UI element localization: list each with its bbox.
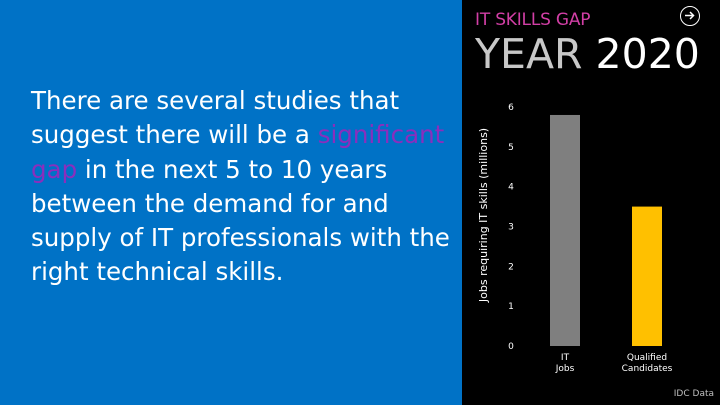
body-text-after: in the next 5 to 10 years between the de… (31, 154, 450, 287)
bar-qualified-candidates (632, 206, 662, 346)
bar-it-jobs (550, 114, 580, 346)
y-tick-label: 4 (508, 183, 514, 193)
left-panel: There are several studies that suggest t… (0, 0, 462, 405)
year-value: 2020 (595, 30, 700, 78)
bar-chart: Jobs requiring IT skills (millions) 0 1 2 3 4… (477, 103, 673, 374)
right-panel (462, 0, 720, 405)
source-note: IDC Data (673, 389, 714, 399)
body-text-before: There are several studies that suggest t… (31, 86, 400, 150)
slide-kicker: IT SKILLS GAP (475, 10, 591, 30)
y-tick-label: 5 (508, 143, 514, 153)
body-text-highlight: significant gap (31, 120, 445, 184)
y-tick-label: 0 (508, 342, 514, 352)
slide-title: YEAR 2020 (475, 30, 700, 78)
year-label: YEAR (475, 30, 583, 78)
y-tick-label: 6 (508, 103, 514, 113)
arrow-right-glyph (685, 11, 695, 20)
y-tick-label: 3 (508, 223, 514, 233)
x-category-label: IT Jobs (555, 353, 575, 374)
y-axis-label: Jobs requiring IT skills (millions) (477, 128, 490, 303)
arrow-right-circle-icon[interactable] (680, 6, 700, 26)
y-tick-label: 2 (508, 262, 514, 272)
x-category-label: Qualified Candidates (622, 353, 673, 374)
slide-body-text: There are several studies that suggest t… (31, 84, 451, 290)
y-tick-label: 1 (508, 302, 514, 312)
